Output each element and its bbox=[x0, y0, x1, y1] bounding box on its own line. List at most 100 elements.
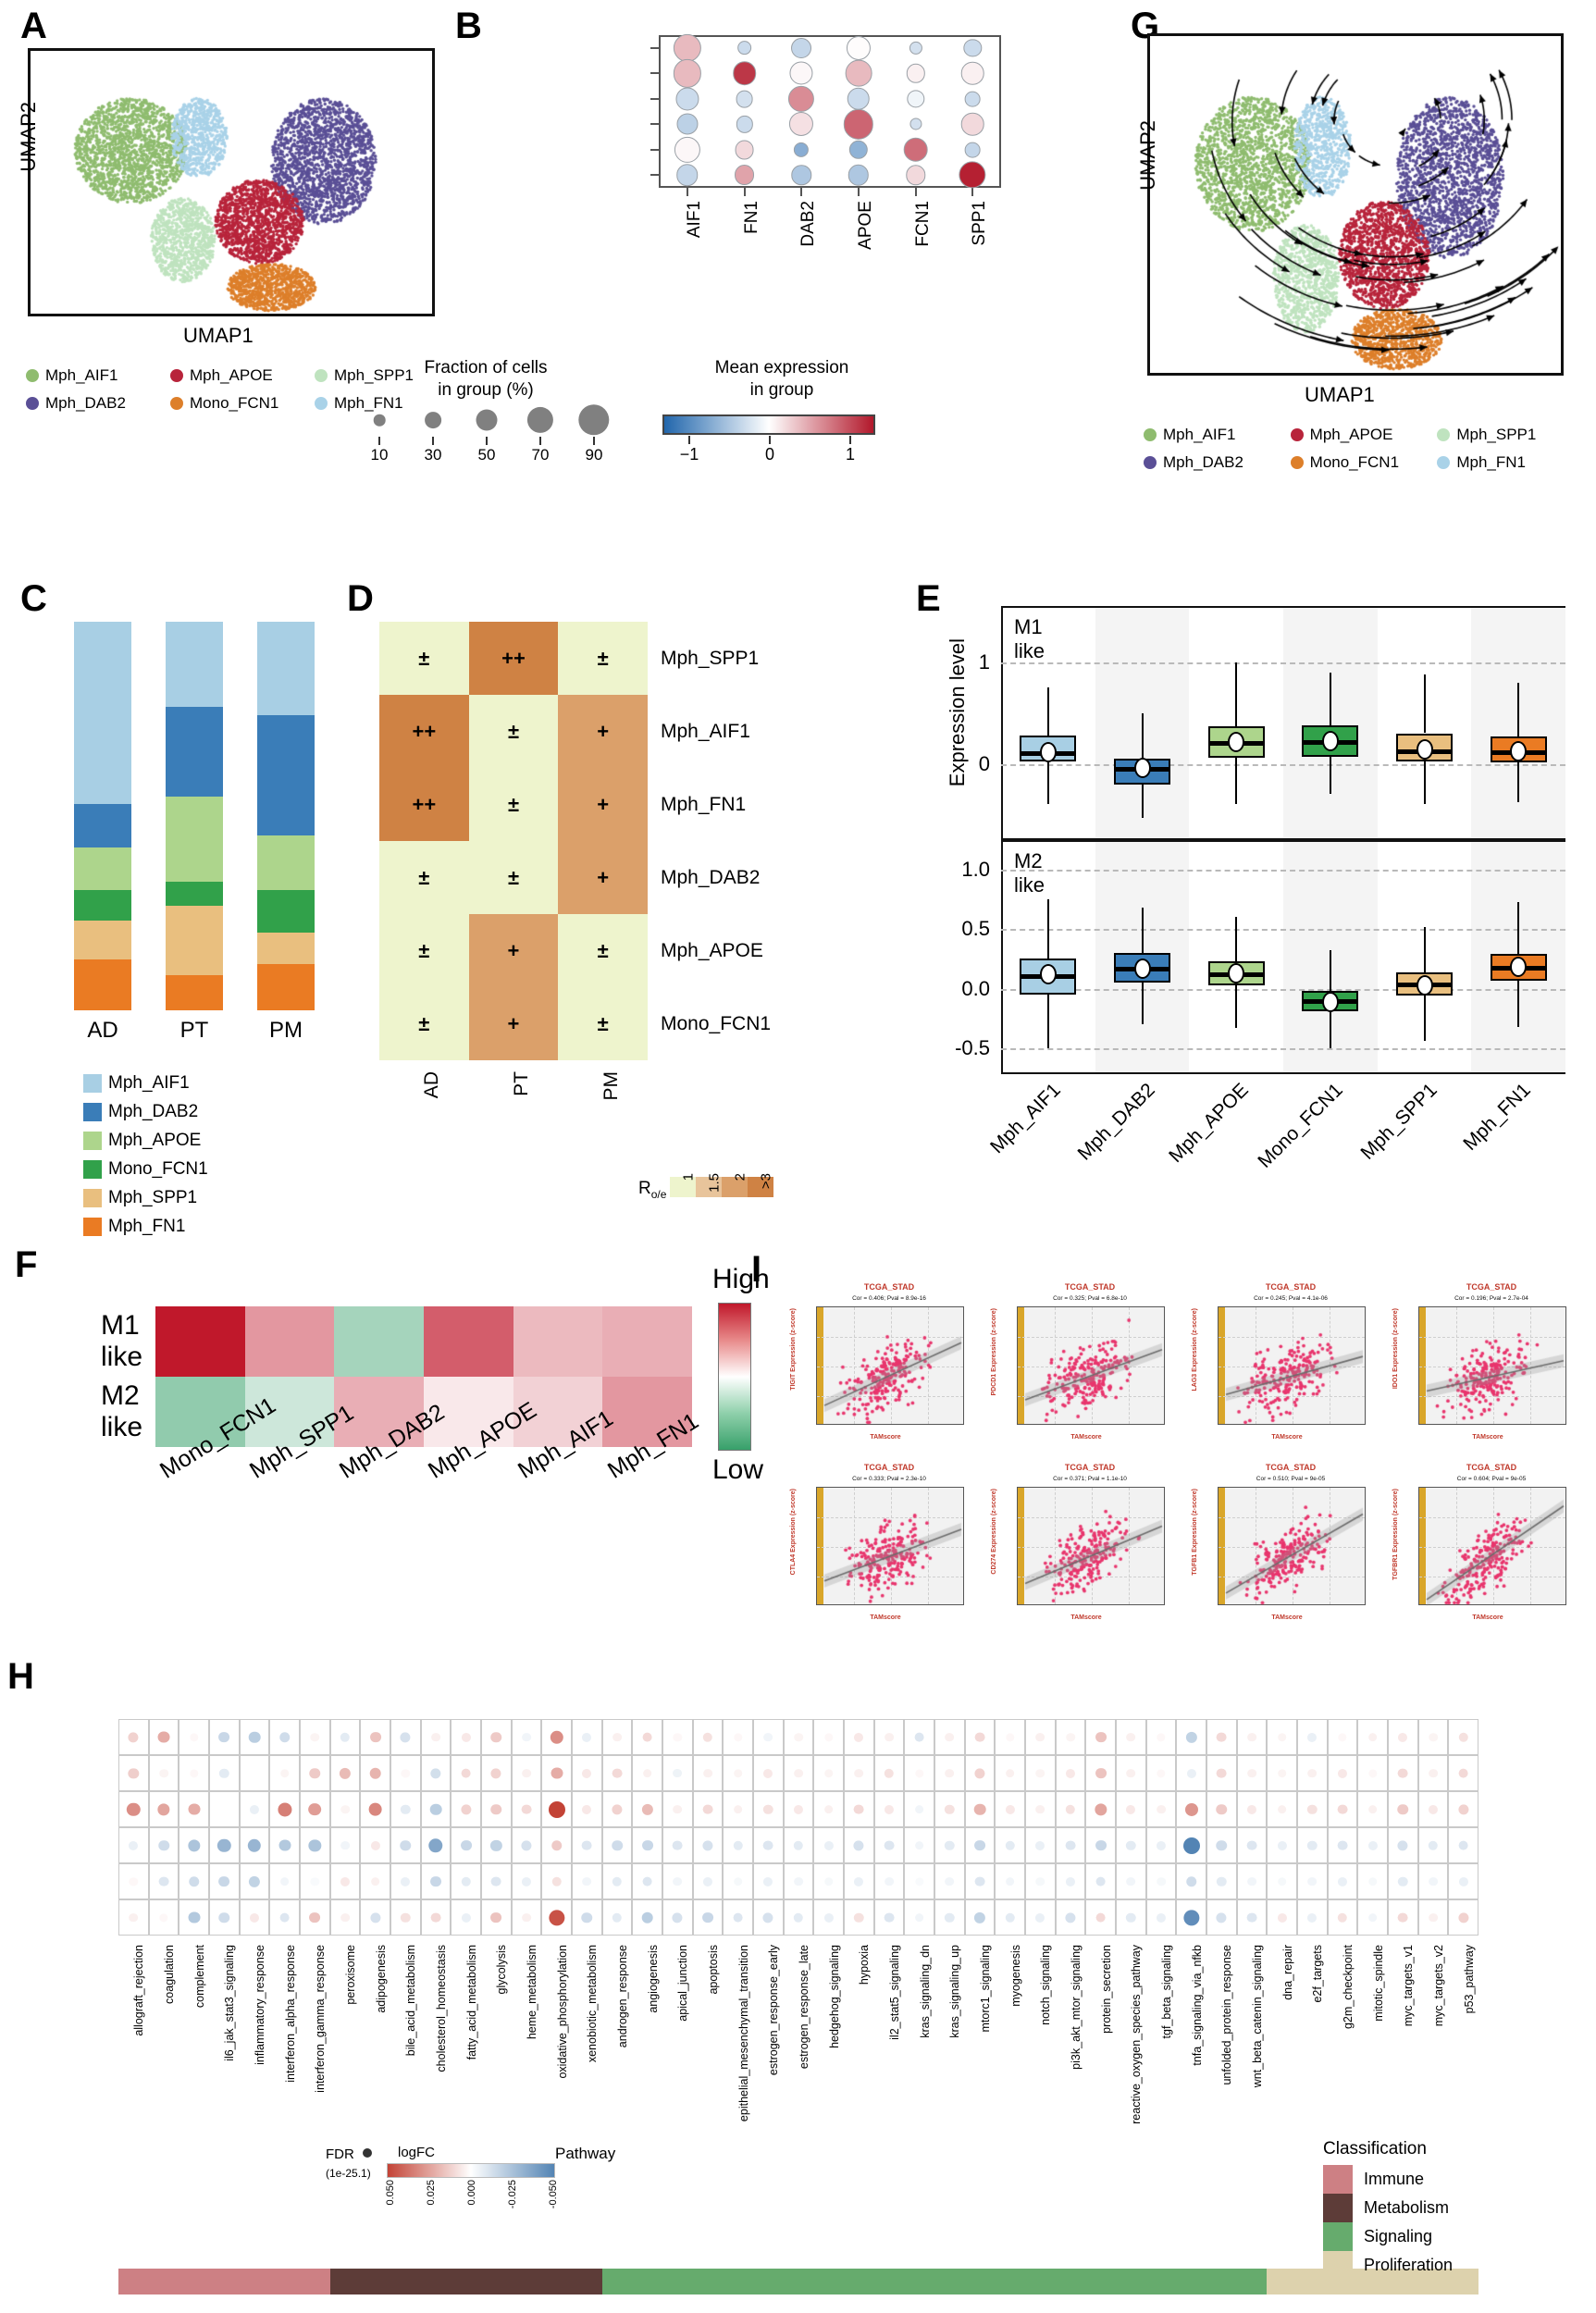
size-legend-tick bbox=[593, 437, 595, 445]
panel-h-fdr-tick: (1e-25.1) bbox=[326, 2167, 371, 2180]
panel-b-size-legend-title: Fraction of cells in group (%) bbox=[424, 358, 548, 400]
panel-h-cell bbox=[1388, 1827, 1418, 1863]
panel-i-plot-1[interactable] bbox=[1017, 1306, 1166, 1426]
panel-h-dot-mph_apoe-25 bbox=[884, 1840, 895, 1850]
panel-g-velocity-plot[interactable] bbox=[1147, 33, 1564, 376]
legend-item-mph_dab2: Mph_DAB2 bbox=[26, 394, 163, 413]
panel-h-dot-mph_aif1-11 bbox=[461, 1876, 471, 1886]
panel-b-dot-mph_apoe-dab2 bbox=[789, 112, 814, 137]
panel-i-plot-7[interactable] bbox=[1418, 1487, 1567, 1606]
panel-h-cell bbox=[964, 1755, 996, 1791]
panel-h-col-label-p53_pathway: p53_pathway bbox=[1462, 1945, 1476, 2014]
panel-e-whisker-lower bbox=[1329, 1010, 1331, 1048]
panel-h-cell bbox=[813, 1899, 844, 1936]
panel-i-plot-6[interactable] bbox=[1218, 1487, 1367, 1606]
panel-c-stacked-bars[interactable] bbox=[74, 622, 315, 1010]
panel-i-plot-3[interactable] bbox=[1418, 1306, 1567, 1426]
panel-h-dot-mph_dab2-37 bbox=[1246, 1804, 1257, 1814]
panel-h-dot-mph_dab2-3 bbox=[219, 1805, 229, 1813]
panel-i-plot-2[interactable] bbox=[1218, 1306, 1367, 1426]
panel-i-scatter-grid[interactable]: TCGA_STAD Cor = 0.406; Pval = 8.9e-16 TIGI… bbox=[783, 1277, 1586, 1638]
panel-h-dot-mph_spp1-5 bbox=[278, 1731, 291, 1743]
panel-i-canvas-7 bbox=[1419, 1488, 1567, 1606]
panel-h-dot-mph_aif1-29 bbox=[1005, 1876, 1015, 1886]
panel-letter-h: H bbox=[7, 1656, 34, 1697]
legend-dot-icon bbox=[170, 397, 183, 410]
panel-h-dot-mph_fn1-31 bbox=[1065, 1768, 1076, 1778]
panel-b-dotplot[interactable] bbox=[659, 35, 1001, 188]
panel-c-segment-pt-mph_dab2 bbox=[166, 707, 223, 797]
panel-h-dot-mph_aif1-39 bbox=[1307, 1876, 1318, 1886]
legend-label: Mph_SPP1 bbox=[108, 1188, 198, 1207]
panel-h-dot-mph_dab2-9 bbox=[401, 1804, 411, 1814]
legend-item-label: Mph_FN1 bbox=[334, 394, 403, 412]
panel-i-plot-5[interactable] bbox=[1017, 1487, 1166, 1606]
panel-a-umap-plot[interactable] bbox=[28, 48, 435, 316]
panel-h-cell bbox=[873, 1827, 905, 1863]
panel-h-dot-mph_apoe-32 bbox=[1095, 1839, 1107, 1851]
panel-h-cell bbox=[511, 1791, 542, 1827]
panel-h-cell bbox=[360, 1899, 390, 1936]
panel-h-cell bbox=[964, 1899, 996, 1936]
panel-h-dot-mph_aif1-26 bbox=[914, 1876, 924, 1886]
panel-h-dot-mph_apoe-2 bbox=[188, 1838, 201, 1852]
panel-c-segment-pm-mono_fcn1 bbox=[257, 889, 315, 933]
legend-item-label: Mono_FCN1 bbox=[190, 394, 279, 412]
panel-h-dot-mph_apoe-21 bbox=[762, 1840, 773, 1850]
panel-i-plot-4[interactable] bbox=[816, 1487, 965, 1606]
panel-h-dot-mph_aif1-28 bbox=[974, 1876, 985, 1886]
panel-h-cell bbox=[1055, 1827, 1086, 1863]
panel-d-heatmap[interactable]: ± ++ ± ++ ± + ++ ± + ± ± + ± + ± ± + ± bbox=[379, 622, 648, 1060]
panel-h-col-label-xenobiotic_metabolism: xenobiotic_metabolism bbox=[586, 1945, 600, 2063]
panel-f-heatmap[interactable] bbox=[155, 1306, 692, 1447]
panel-h-cell bbox=[118, 1755, 149, 1791]
panel-h-col-label-pi3k_akt_mtor_signaling: pi3k_akt_mtor_signaling bbox=[1070, 1945, 1083, 2070]
panel-h-col-label-inflammatory_response: inflammatory_response bbox=[254, 1945, 266, 2065]
panel-h-cell bbox=[118, 1863, 149, 1899]
panel-c-segment-pm-mph_dab2 bbox=[257, 714, 315, 835]
panel-e-whisker-upper bbox=[1141, 908, 1144, 953]
panel-h-cell bbox=[692, 1827, 724, 1863]
panel-b-dot-mph_dab2-fn1 bbox=[736, 90, 753, 108]
panel-h-dot-mono_fcn1-9 bbox=[401, 1912, 411, 1923]
panel-h-cell bbox=[269, 1899, 300, 1936]
panel-h-dot-mph_spp1-29 bbox=[1005, 1732, 1015, 1742]
panel-e-x-label-mph_apoe: Mph_APOE bbox=[1165, 1079, 1253, 1168]
panel-h-cell bbox=[1025, 1899, 1056, 1936]
legend-label: Mph_AIF1 bbox=[108, 1073, 190, 1093]
panel-letter-e: E bbox=[916, 578, 941, 619]
panel-h-dot-mph_spp1-40 bbox=[1338, 1732, 1347, 1742]
panel-d-row-label-mph_aif1: Mph_AIF1 bbox=[661, 720, 750, 742]
color-legend-label-0: −1 bbox=[679, 445, 699, 464]
panel-h-dot-mph_spp1-0 bbox=[128, 1731, 139, 1743]
panel-h-cell bbox=[390, 1791, 421, 1827]
panel-h-cell bbox=[844, 1899, 874, 1936]
legend-item-mono_fcn1: Mono_FCN1 bbox=[170, 394, 307, 413]
panel-f-cell-m1-like-mono_fcn1 bbox=[155, 1306, 245, 1377]
panel-i-title-3: TCGA_STAD bbox=[1466, 1282, 1517, 1292]
size-legend-tick bbox=[486, 437, 488, 445]
panel-i-plot-0[interactable] bbox=[816, 1306, 965, 1426]
panel-h-cell bbox=[1116, 1863, 1146, 1899]
panel-h-dot-mono_fcn1-8 bbox=[370, 1911, 381, 1923]
panel-h-cell bbox=[995, 1899, 1025, 1936]
panel-h-classification-title: Classification bbox=[1323, 2139, 1427, 2158]
panel-e-whisker-upper bbox=[1141, 712, 1144, 759]
panel-h-dot-mph_apoe-3 bbox=[217, 1838, 231, 1852]
panel-h-dot-mph_spp1-36 bbox=[1216, 1732, 1227, 1742]
panel-h-dot-mph_dab2-2 bbox=[188, 1803, 201, 1815]
legend-dot-icon bbox=[1437, 456, 1451, 469]
panel-f-colorbar bbox=[718, 1303, 751, 1451]
panel-h-dot-mph_fn1-34 bbox=[1157, 1768, 1166, 1778]
panel-h-col-label-coagulation: coagulation bbox=[163, 1945, 176, 2004]
panel-h-cell bbox=[179, 1827, 209, 1863]
panel-h-dot-mono_fcn1-11 bbox=[461, 1912, 471, 1923]
panel-h-dot-matrix[interactable] bbox=[118, 1719, 1478, 1936]
panel-b-col-label-dab2: DAB2 bbox=[798, 201, 819, 247]
panel-h-dot-mph_apoe-1 bbox=[158, 1839, 169, 1851]
panel-i-xlabel-1: TAMscore bbox=[1070, 1434, 1102, 1441]
panel-h-dot-mono_fcn1-22 bbox=[793, 1912, 804, 1923]
panel-h-dot-mono_fcn1-42 bbox=[1397, 1912, 1408, 1923]
panel-e-whisker-lower bbox=[1423, 996, 1426, 1042]
panel-c-segment-pt-mph_apoe bbox=[166, 797, 223, 883]
